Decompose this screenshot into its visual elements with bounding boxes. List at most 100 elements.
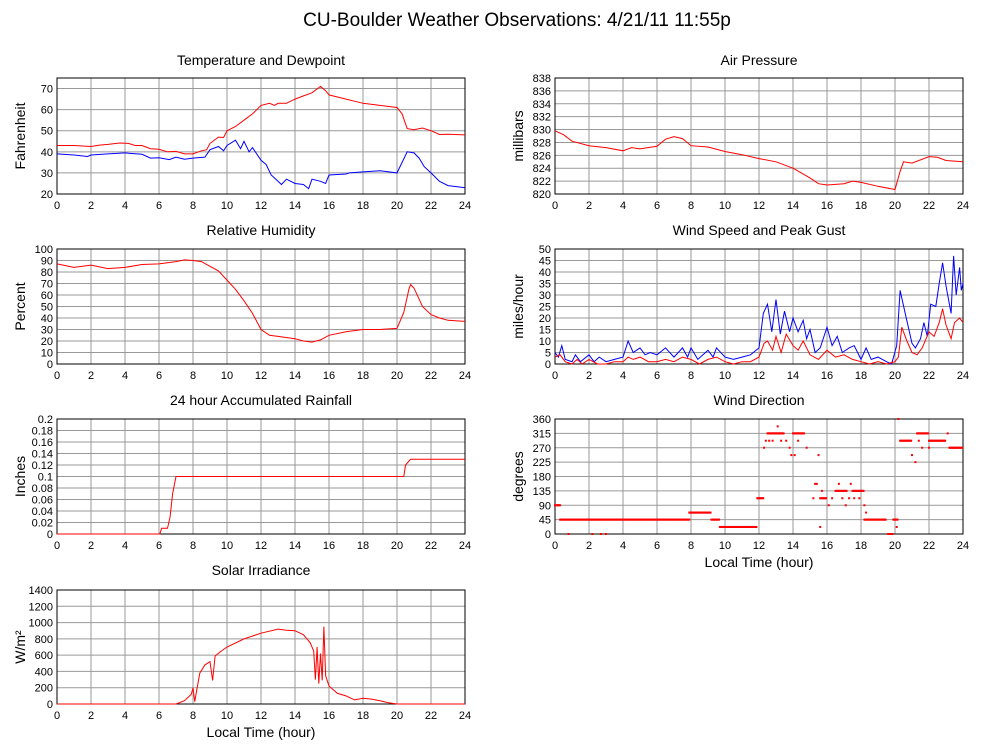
x-tick-label: 6 <box>654 200 660 212</box>
plot-frame <box>554 77 964 195</box>
y-tick-label: 30 <box>539 290 551 302</box>
x-tick-label: 0 <box>552 540 558 552</box>
data-point <box>845 489 848 492</box>
x-tick-label: 10 <box>221 370 233 382</box>
data-point <box>814 482 817 485</box>
x-axis-label: Local Time (hour) <box>705 554 814 570</box>
y-tick-label: 70 <box>41 279 53 291</box>
series-wind-speed <box>554 308 964 365</box>
x-tick-label: 0 <box>552 200 558 212</box>
x-tick-label: 24 <box>459 710 471 722</box>
x-tick-label: 2 <box>586 370 592 382</box>
data-point <box>914 461 917 464</box>
x-tick-label: 16 <box>323 200 335 212</box>
x-tick-label: 4 <box>620 370 626 382</box>
y-tick-label: 50 <box>539 244 551 256</box>
y-tick-label: 90 <box>539 500 551 512</box>
x-tick-label: 4 <box>620 200 626 212</box>
data-point <box>897 418 900 420</box>
data-point <box>863 504 866 507</box>
data-point <box>927 432 930 435</box>
x-tick-label: 22 <box>425 710 437 722</box>
series-solar-irradiance <box>57 626 465 705</box>
y-tick-label: 45 <box>539 515 551 527</box>
series-pressure <box>554 130 964 191</box>
x-tick-label: 16 <box>821 370 833 382</box>
data-point <box>762 497 765 500</box>
data-point <box>771 439 774 442</box>
y-axis-label: miles/hour <box>510 274 526 339</box>
x-tick-label: 12 <box>255 710 267 722</box>
y-tick-label: 0 <box>47 529 53 541</box>
y-axis-label: W/m² <box>12 630 28 664</box>
x-tick-label: 4 <box>122 540 128 552</box>
x-tick-label: 6 <box>156 200 162 212</box>
x-tick-label: 16 <box>323 540 335 552</box>
x-tick-label: 8 <box>190 200 196 212</box>
y-tick-label: 1000 <box>29 618 53 630</box>
y-tick-label: 0 <box>545 359 551 371</box>
data-point <box>911 454 913 457</box>
data-point <box>817 454 820 457</box>
x-tick-label: 8 <box>688 540 694 552</box>
y-tick-label: 50 <box>41 126 53 138</box>
y-axis-label: Inches <box>12 456 28 497</box>
y-tick-label: 830 <box>533 125 551 137</box>
y-tick-label: 200 <box>35 683 53 695</box>
x-tick-label: 24 <box>957 200 969 212</box>
y-tick-label: 40 <box>41 313 53 325</box>
y-axis-label: degrees <box>510 451 526 502</box>
data-point <box>917 439 920 442</box>
x-tick-label: 6 <box>156 710 162 722</box>
x-tick-label: 12 <box>255 200 267 212</box>
x-tick-label: 6 <box>156 370 162 382</box>
x-tick-label: 14 <box>289 200 301 212</box>
x-tick-label: 20 <box>889 370 901 382</box>
plot-frame <box>554 418 964 535</box>
data-point <box>831 497 834 500</box>
y-tick-label: 225 <box>533 457 551 469</box>
y-tick-label: 800 <box>35 634 53 646</box>
chart-title: Solar Irradiance <box>212 562 311 578</box>
y-tick-label: 135 <box>533 486 551 498</box>
x-tick-label: 12 <box>255 540 267 552</box>
plot-frame <box>56 589 466 705</box>
data-point <box>599 533 602 535</box>
x-tick-label: 18 <box>357 540 369 552</box>
data-point <box>782 432 785 435</box>
data-point <box>755 525 758 528</box>
x-tick-label: 8 <box>190 540 196 552</box>
x-tick-label: 18 <box>855 200 867 212</box>
y-tick-label: 0 <box>47 359 53 371</box>
x-tick-label: 16 <box>323 710 335 722</box>
y-tick-label: 0 <box>545 529 551 541</box>
y-tick-label: 0.06 <box>32 495 53 507</box>
y-tick-label: 400 <box>35 666 53 678</box>
y-tick-label: 838 <box>533 73 551 85</box>
x-tick-label: 14 <box>289 540 301 552</box>
x-tick-label: 18 <box>357 710 369 722</box>
y-tick-label: 600 <box>35 650 53 662</box>
x-tick-label: 6 <box>156 540 162 552</box>
x-tick-label: 16 <box>821 200 833 212</box>
data-point <box>776 425 779 428</box>
data-point <box>820 489 823 492</box>
y-tick-label: 0.08 <box>32 483 53 495</box>
data-point <box>895 525 898 528</box>
data-point <box>865 511 868 514</box>
x-tick-label: 18 <box>855 370 867 382</box>
x-tick-label: 16 <box>323 370 335 382</box>
y-tick-label: 826 <box>533 150 551 162</box>
data-point <box>844 504 847 507</box>
x-tick-label: 24 <box>957 540 969 552</box>
x-tick-label: 22 <box>923 200 935 212</box>
data-point <box>815 482 818 485</box>
x-tick-label: 14 <box>289 370 301 382</box>
chart-title: Relative Humidity <box>207 222 316 238</box>
data-point <box>785 439 788 442</box>
y-tick-label: 270 <box>533 443 551 455</box>
data-point <box>910 439 913 442</box>
